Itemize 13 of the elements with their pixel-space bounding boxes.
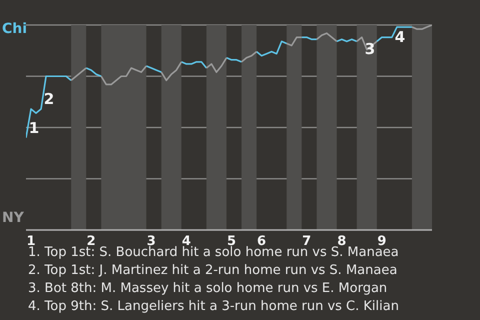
x-tick-label: 8 <box>337 234 346 250</box>
text: 3. Bot 8th: M. Massey hit a solo home run vs E. Morgan <box>28 280 388 298</box>
annotation: 2 <box>44 90 54 108</box>
text: 2. Top 1st: J. Martinez hit a 2-run home run vs S. Manaea <box>28 262 398 280</box>
annotation: 3 <box>364 40 376 58</box>
annotation: Chi <box>2 21 28 37</box>
annotation: 1 <box>28 119 40 137</box>
x-tick-label: 9 <box>377 234 386 250</box>
x-tick-label: 6 <box>257 234 266 250</box>
text: NY <box>2 210 24 226</box>
annotation: 4 <box>394 28 406 46</box>
text: 4. Top 9th: S. Langeliers hit a 3-run home run vs C. Kilian <box>28 298 399 316</box>
x-tick-label: 7 <box>302 234 312 250</box>
